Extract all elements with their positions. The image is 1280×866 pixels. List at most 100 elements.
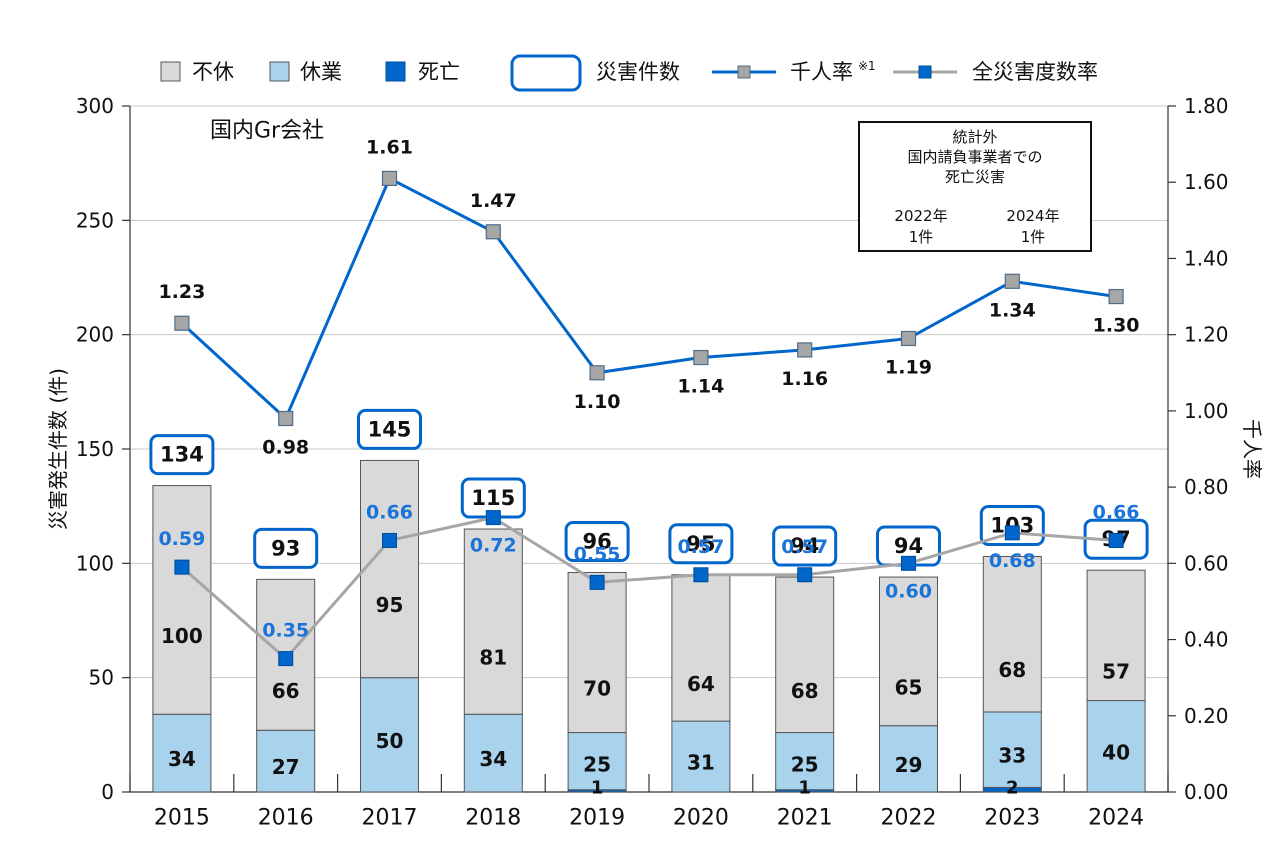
bar-fukyu [671, 574, 731, 722]
rate-point [1108, 288, 1124, 305]
bar-kyugyo-label: 34 [479, 747, 507, 771]
legend-kyugyo-swatch [269, 61, 290, 82]
freq-rate-label: 0.68 [989, 550, 1036, 572]
legend-freq-marker [918, 65, 932, 79]
total-box-label: 95 [686, 532, 715, 556]
bar-fukyu [879, 576, 938, 727]
note-title: 統計外 [952, 128, 997, 146]
freq-rate-label: 0.59 [158, 528, 205, 550]
x-tick-label: 2021 [777, 806, 833, 831]
legend-fukyu-label: 不休 [192, 60, 234, 84]
bar-death-label: 1 [798, 778, 811, 799]
freq-rate-label: 0.60 [885, 580, 932, 602]
bar-kyugyo [360, 677, 419, 793]
rate-line [180, 176, 1117, 422]
total-box [149, 434, 215, 476]
y-right-tick-label: 0.40 [1184, 628, 1229, 652]
bar-fukyu [463, 528, 523, 715]
total-box-label: 145 [368, 417, 412, 441]
rate-point [797, 342, 813, 358]
y-right-tick-label: 1.00 [1184, 399, 1229, 423]
y-right-tick-label: 1.80 [1184, 94, 1229, 118]
bar-kyugyo-label: 29 [895, 753, 923, 777]
bar-kyugyo-label: 25 [583, 753, 611, 777]
bar-death-label: 2 [1006, 778, 1019, 799]
bar-kyugyo-label: 33 [998, 744, 1026, 768]
bar-kyugyo-label: 50 [376, 729, 404, 753]
total-box [772, 525, 838, 567]
company-label: 国内Gr会社 [210, 119, 324, 144]
freq-rate-point [1108, 532, 1124, 548]
freq-rate-label: 0.57 [781, 536, 828, 558]
freq-rate-label: 0.55 [574, 543, 621, 565]
y-left-title: 災害発生件数 (件) [46, 368, 70, 530]
rate-point [485, 224, 501, 240]
freq-rate-label: 0.57 [677, 536, 724, 558]
legend-box-swatch [510, 54, 582, 92]
bar-kyugyo-label: 25 [791, 753, 819, 777]
rate-label: 0.98 [262, 437, 309, 459]
y-right-tick-label: 1.60 [1184, 170, 1229, 194]
x-tick-label: 2024 [1088, 806, 1144, 831]
legend-box-label: 災害件数 [596, 60, 680, 84]
y-right-tick-label: 1.20 [1184, 323, 1229, 347]
bar-kyugyo-label: 40 [1102, 740, 1130, 764]
rate-label: 1.34 [989, 299, 1036, 321]
y-left-tick-label: 0 [101, 780, 114, 804]
bar-fukyu-label: 65 [895, 675, 923, 699]
bar-fukyu-label: 57 [1102, 659, 1130, 683]
note-count: 1件 [1021, 228, 1046, 246]
note-title: 死亡災害 [945, 168, 1005, 186]
bar-fukyu [360, 459, 419, 679]
bar-fukyu [775, 576, 835, 734]
rate-point [693, 349, 709, 366]
freq-rate-point [901, 555, 916, 571]
rate-point [278, 410, 294, 427]
x-tick-label: 2015 [154, 806, 210, 831]
bar-kyugyo [879, 725, 938, 793]
freq-rate-point [174, 559, 190, 575]
total-box-label: 93 [271, 536, 300, 560]
bar-fukyu [567, 571, 627, 734]
y-left-tick-label: 200 [76, 323, 114, 347]
bar-fukyu-label: 95 [376, 593, 404, 617]
bar-kyugyo-label: 31 [687, 751, 715, 775]
y-right-tick-label: 1.40 [1184, 246, 1229, 270]
legend-kyugyo-label: 休業 [300, 60, 342, 84]
rate-point [174, 315, 190, 331]
total-box-label: 94 [894, 534, 923, 558]
bar-death-label: 1 [591, 778, 604, 799]
total-box [357, 408, 422, 450]
legend-freq-label: 全災害度数率 [972, 60, 1098, 84]
freq-rate-label: 0.66 [366, 501, 413, 523]
bar-fukyu-label: 100 [161, 624, 203, 648]
bar-fukyu-label: 68 [998, 658, 1026, 682]
freq-rate-label: 0.66 [1093, 501, 1140, 523]
note-box [858, 121, 1092, 252]
bar-fukyu [152, 485, 212, 715]
bar-fukyu [1086, 569, 1146, 702]
bar-kyugyo [982, 711, 1042, 788]
freq-rate-label: 0.35 [262, 620, 309, 642]
legend-rate-superscript: ※1 [858, 59, 876, 73]
rate-point [381, 170, 398, 187]
bar-fukyu [982, 555, 1042, 713]
rate-label: 1.30 [1093, 315, 1140, 337]
total-box-label: 96 [582, 529, 611, 553]
rate-label: 1.61 [366, 136, 413, 158]
freq-rate-point [278, 651, 294, 667]
rate-label: 1.10 [574, 391, 621, 413]
y-right-tick-label: 0.00 [1184, 780, 1229, 804]
total-box-label: 134 [160, 443, 204, 467]
freq-rate-point [589, 574, 605, 590]
total-box-label: 115 [471, 486, 515, 510]
legend-rate-marker [737, 65, 751, 79]
bar-fukyu-label: 64 [687, 672, 715, 696]
note-title: 国内請負事業者での [907, 148, 1042, 166]
y-right-tick-label: 0.20 [1184, 704, 1229, 728]
x-tick-label: 2020 [673, 806, 729, 831]
x-tick-label: 2016 [258, 806, 314, 831]
total-box-label: 94 [790, 534, 819, 558]
bar-kyugyo [463, 713, 523, 793]
